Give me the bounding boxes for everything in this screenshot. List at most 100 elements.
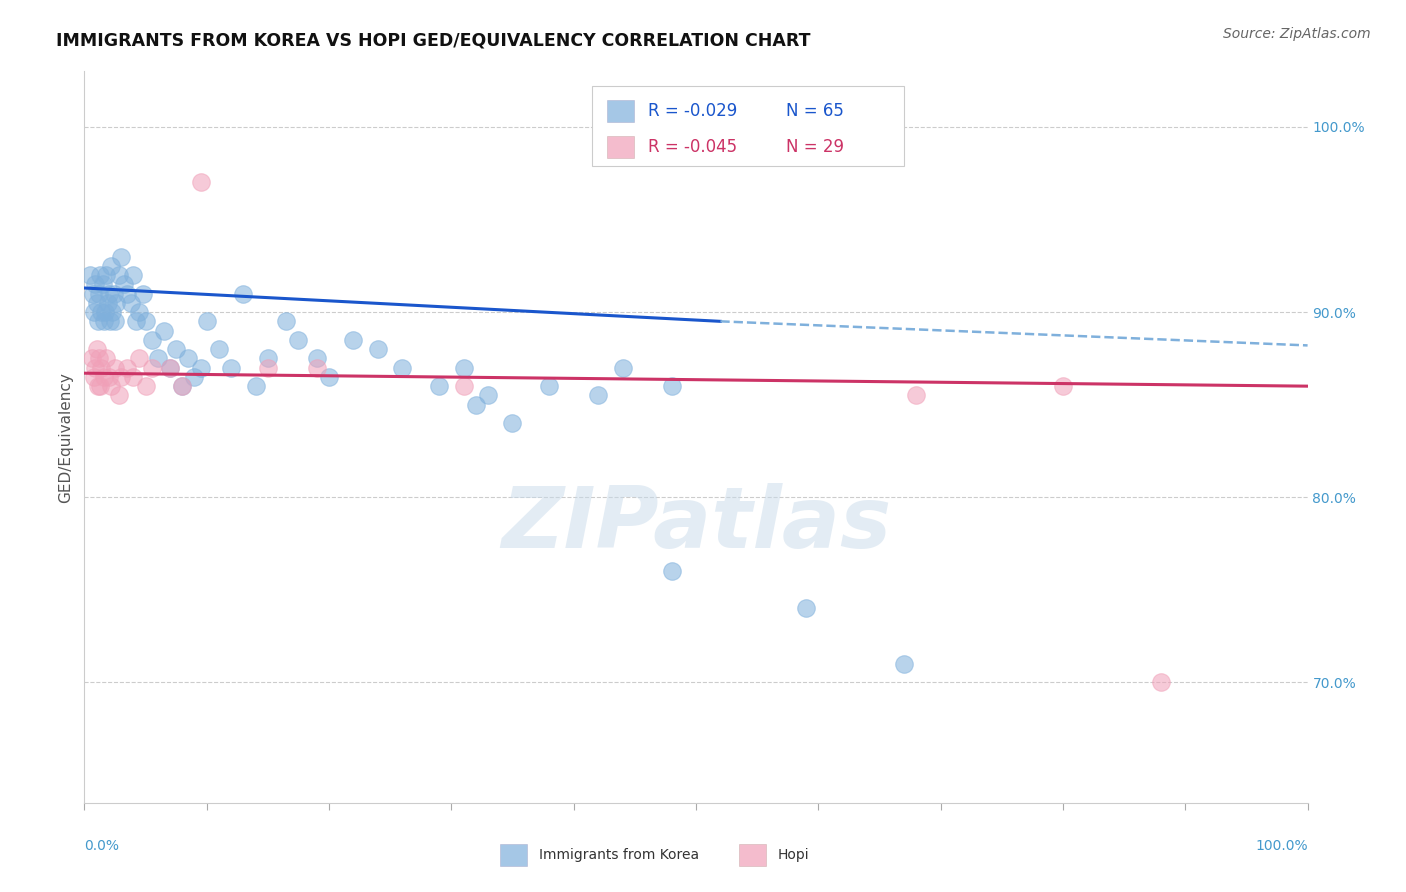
Point	[90, 360, 112, 375]
Point	[172, 379, 194, 393]
Point	[159, 360, 181, 375]
Point	[86, 342, 108, 356]
Point	[893, 657, 915, 671]
Bar	[738, 844, 766, 866]
Text: Source: ZipAtlas.com: Source: ZipAtlas.com	[1223, 27, 1371, 41]
Point	[612, 360, 634, 375]
Point	[305, 360, 328, 375]
Point	[905, 388, 928, 402]
Point	[586, 388, 609, 402]
Text: N = 65: N = 65	[786, 103, 845, 120]
Text: R = -0.045: R = -0.045	[648, 138, 737, 156]
Point	[98, 314, 121, 328]
Point	[101, 305, 124, 319]
Point	[87, 351, 110, 366]
Point	[132, 286, 155, 301]
Point	[104, 314, 127, 328]
Point	[83, 370, 105, 384]
Point	[122, 268, 145, 282]
Point	[318, 370, 340, 384]
Point	[276, 314, 298, 328]
Point	[128, 305, 150, 319]
Point	[83, 305, 105, 319]
Point	[128, 351, 150, 366]
Point	[97, 295, 120, 310]
Point	[125, 314, 148, 328]
Point	[89, 268, 111, 282]
Point	[159, 360, 181, 375]
Text: Hopi: Hopi	[778, 847, 810, 862]
Point	[87, 379, 110, 393]
Point	[453, 360, 475, 375]
Point	[287, 333, 309, 347]
Point	[1150, 675, 1173, 690]
Point	[87, 286, 110, 301]
Point	[367, 342, 389, 356]
Text: 0.0%: 0.0%	[84, 839, 120, 854]
Point	[245, 379, 267, 393]
Point	[141, 360, 163, 375]
Point	[80, 351, 103, 366]
Point	[305, 351, 328, 366]
Point	[94, 305, 117, 319]
Point	[84, 277, 107, 292]
Point	[257, 360, 280, 375]
Point	[342, 333, 364, 347]
Point	[257, 351, 280, 366]
Point	[115, 286, 138, 301]
Point	[79, 268, 101, 282]
Point	[86, 295, 108, 310]
Point	[232, 286, 254, 301]
Y-axis label: GED/Equivalency: GED/Equivalency	[58, 372, 73, 502]
Point	[1052, 379, 1074, 393]
Point	[453, 379, 475, 393]
Point	[141, 333, 163, 347]
FancyBboxPatch shape	[592, 86, 904, 167]
Point	[115, 360, 138, 375]
Point	[165, 342, 187, 356]
Point	[135, 379, 157, 393]
Point	[100, 379, 122, 393]
Point	[110, 250, 132, 264]
Point	[183, 370, 205, 384]
Text: N = 29: N = 29	[786, 138, 845, 156]
Point	[107, 268, 129, 282]
Point	[82, 286, 104, 301]
Point	[464, 398, 486, 412]
Point	[100, 259, 122, 273]
Point	[90, 305, 112, 319]
Point	[190, 360, 212, 375]
Point	[477, 388, 499, 402]
Bar	[501, 844, 527, 866]
Text: 100.0%: 100.0%	[1256, 839, 1308, 854]
Point	[391, 360, 413, 375]
Point	[103, 286, 125, 301]
Point	[195, 314, 218, 328]
Point	[87, 314, 110, 328]
Point	[208, 342, 231, 356]
Point	[122, 370, 145, 384]
Point	[120, 295, 142, 310]
Point	[538, 379, 561, 393]
Text: Immigrants from Korea: Immigrants from Korea	[540, 847, 700, 862]
Point	[93, 314, 115, 328]
Point	[104, 360, 127, 375]
Point	[105, 295, 128, 310]
Point	[97, 286, 120, 301]
Point	[661, 379, 683, 393]
Text: R = -0.029: R = -0.029	[648, 103, 738, 120]
Point	[96, 268, 118, 282]
Point	[97, 370, 120, 384]
Point	[172, 379, 194, 393]
Point	[112, 277, 135, 292]
Point	[89, 379, 111, 393]
Point	[107, 388, 129, 402]
Point	[84, 360, 107, 375]
Point	[110, 370, 132, 384]
Point	[794, 601, 817, 615]
Point	[661, 565, 683, 579]
Point	[153, 324, 176, 338]
Point	[135, 314, 157, 328]
Point	[146, 351, 169, 366]
Point	[96, 351, 118, 366]
